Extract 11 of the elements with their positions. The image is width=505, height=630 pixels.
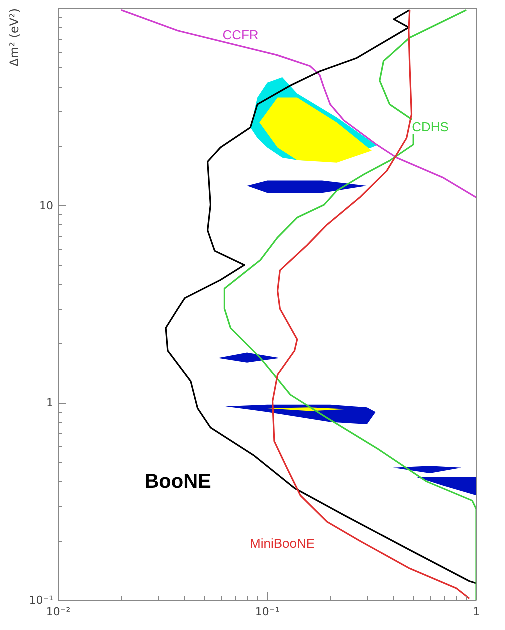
series-label: CCFR: [222, 28, 259, 43]
y-tick-label: 10⁻¹: [29, 594, 54, 607]
x-tick-label: 10⁻¹: [255, 606, 280, 618]
x-tick-label: 10⁻²: [46, 606, 71, 618]
series-label: BooNE: [144, 471, 212, 494]
series-label: MiniBooNE: [250, 536, 316, 552]
y-axis-title: Δm² (eV²): [8, 8, 22, 67]
series-label: CDHS: [412, 119, 450, 134]
y-tick-label: 1: [46, 396, 54, 410]
y-tick-label: 10: [40, 199, 54, 212]
x-tick-label: 1: [473, 606, 480, 618]
